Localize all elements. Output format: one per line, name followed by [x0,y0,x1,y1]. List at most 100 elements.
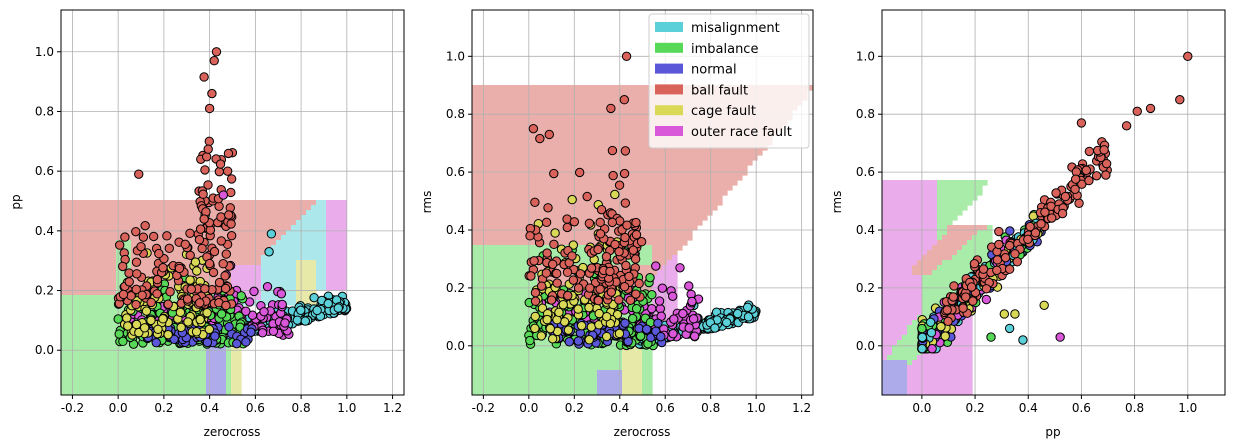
scatter-point [948,292,959,302]
region-cell [61,355,207,361]
scatter-point [216,236,227,246]
scatter-point [162,231,172,241]
region-cell [231,350,242,356]
scatter-point [743,312,754,322]
scatter-point [1084,146,1095,157]
scatter-point [636,237,647,247]
region-cell [937,215,958,221]
scatter-point [940,331,950,341]
region-cell [622,355,643,361]
scatter-point [668,291,678,301]
region-cell [231,275,262,281]
scatter-point [185,228,195,238]
region-cell [472,345,623,351]
region-cell [937,240,968,246]
region-cell [652,280,678,286]
legend-label: outer race fault [691,125,792,140]
scatter-point [140,220,150,231]
region-cell [912,360,973,366]
region-cell [912,270,933,276]
region-cell [61,240,117,246]
region-cell [231,370,242,376]
region-cell [271,245,327,251]
region-cell [226,350,232,356]
scatter-point [630,254,641,264]
region-cell [226,390,232,395]
scatter-point [986,332,996,342]
scatter-point [1055,332,1065,342]
scatter-point [220,283,231,294]
region-cell [296,300,317,306]
region-cell [472,280,538,286]
subplot-zerocross-rms: -0.2 0.0 0.2 0.4 0.6 0.8 1.0 1.2 0.0 0.2 0.4 0.6 0.8… [420,9,814,439]
x-tick-label: 1.2 [792,401,811,415]
region-cell [622,360,643,366]
scatter-point [226,230,237,241]
region-cell [937,180,988,186]
scatter-point [942,305,952,315]
scatter-point [204,103,215,114]
scatter-point [614,328,625,339]
region-cell [937,225,948,231]
region-cell [296,280,317,286]
region-cell [231,280,262,286]
region-cell [882,360,908,366]
region-cell [206,365,227,371]
region-cell [892,345,928,351]
scatter-point [917,323,927,334]
region-cell [296,295,317,301]
scatter-point [136,241,146,252]
region-cell [472,140,773,146]
x-tick-label: 1.0 [337,401,356,415]
region-cell [882,205,938,211]
region-cell [261,260,297,266]
region-cell [472,190,728,196]
region-cell [472,195,723,201]
region-cell [296,270,317,276]
scatter-point [584,302,594,313]
scatter-point [710,323,720,333]
scatter-point [641,324,652,334]
region-cell [927,250,958,256]
region-cell [642,350,653,356]
scatter-point [122,313,132,323]
region-cell [226,365,232,371]
scatter-point [207,88,217,99]
scatter-point [195,224,206,234]
region-cell [882,185,938,191]
scatter-point [563,290,573,301]
scatter-point [163,299,173,309]
y-tick-label: 1.0 [856,49,875,63]
x-tick-label: -0.2 [61,401,84,415]
region-cell [281,235,327,241]
scatter-point [246,327,256,337]
scatter-point [174,263,185,274]
region-cell [472,380,598,386]
region-cell [61,255,117,261]
region-cell [882,255,923,261]
subplot-zerocross-pp: -0.2 0.0 0.2 0.4 0.6 0.8 1.0 1.2 0.0 0.2 0.4 0.6 0.8… [9,9,405,439]
scatter-point [292,315,303,325]
scatter-point [138,232,149,242]
region-cell [882,235,938,241]
region-cell [942,325,973,331]
scatter-point [656,332,666,342]
scatter-point [146,315,156,326]
scatter-point [1084,175,1094,186]
scatter-point [151,337,161,348]
scatter-point [211,47,222,57]
scatter-point [625,295,636,305]
scatter-point [573,304,583,314]
scatter-point [226,219,236,229]
scatter-point [584,218,595,229]
scatter-point [550,228,560,238]
region-cell [882,300,923,306]
scatter-point [619,95,630,105]
region-cell [226,370,232,376]
scatter-point [257,328,268,338]
region-cell [61,230,287,236]
region-cell [597,375,623,381]
scatter-point [968,296,978,306]
region-cell [291,225,327,231]
scatter-point [966,282,977,292]
